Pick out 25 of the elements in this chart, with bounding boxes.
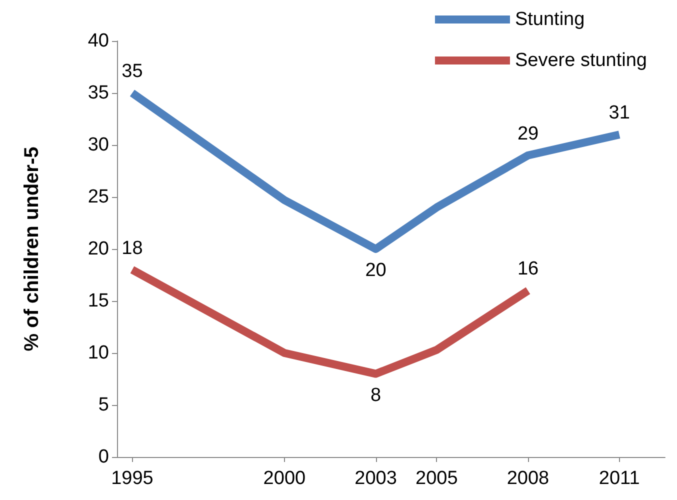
y-tick-label: 15	[88, 290, 109, 312]
y-tick-label: 40	[88, 30, 109, 52]
y-tick-label: 20	[88, 238, 109, 260]
data-label: 35	[122, 61, 143, 82]
legend-label: Severe stunting	[514, 50, 648, 71]
y-tick-label: 30	[88, 134, 109, 156]
legend-label: Stunting	[514, 9, 585, 30]
x-tick-label: 2011	[598, 468, 640, 489]
y-tick-label: 0	[98, 446, 109, 468]
y-axis-title: % of children under-5	[21, 146, 43, 352]
data-label: 16	[517, 258, 539, 280]
data-label: 31	[608, 102, 630, 124]
x-tick-label: 2008	[506, 468, 550, 489]
y-tick-label: 10	[88, 342, 109, 364]
y-tick-label: 5	[98, 394, 109, 416]
x-tick-label: 2000	[263, 468, 306, 489]
y-tick-label: 35	[88, 82, 109, 104]
data-label: 29	[517, 123, 539, 144]
x-tick-label: 2003	[354, 468, 397, 489]
data-label: 18	[122, 238, 143, 259]
x-tick-label: 2005	[416, 468, 458, 489]
x-tick-label: 1995	[111, 468, 154, 489]
data-label: 8	[370, 384, 382, 406]
y-tick-label: 25	[88, 186, 109, 208]
data-label: 20	[365, 260, 386, 281]
